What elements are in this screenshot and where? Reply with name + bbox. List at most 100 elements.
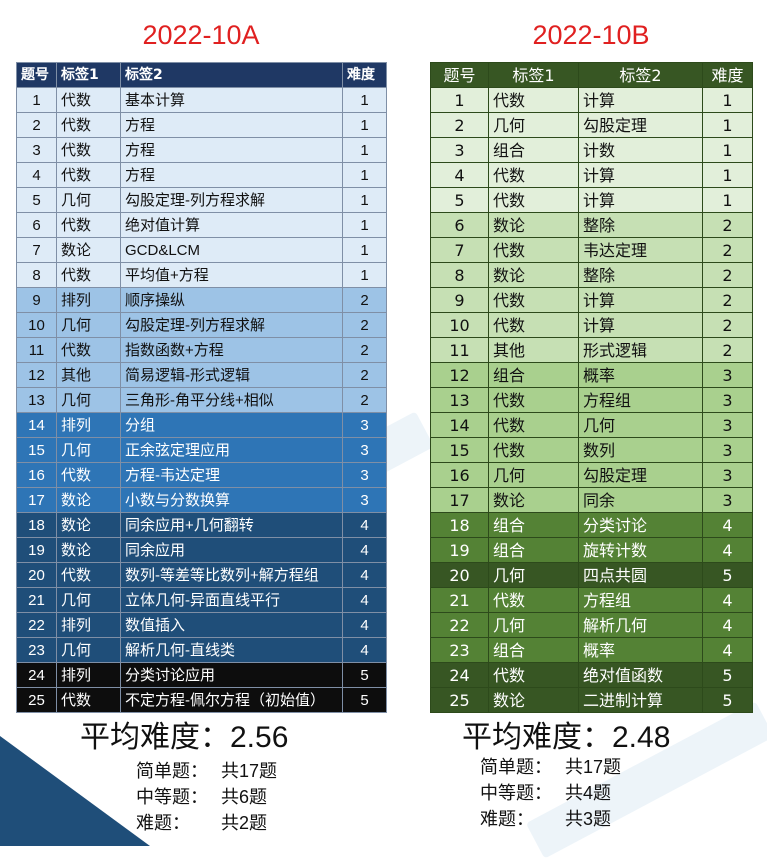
table-row: 5 代数 计算 1	[430, 187, 753, 213]
stat-value: 共2题	[221, 813, 268, 833]
difficulty-cell: 1	[702, 112, 753, 138]
tag1-cell: 数论	[56, 237, 121, 263]
tag2-cell: 同余应用	[120, 537, 343, 563]
tag1-cell: 数论	[488, 687, 579, 713]
tag1-cell: 几何	[56, 312, 121, 338]
table-row: 2 几何 勾股定理 1	[430, 112, 753, 138]
tag2-cell: 旋转计数	[578, 537, 703, 563]
difficulty-cell: 3	[342, 412, 387, 438]
question-number: 13	[16, 387, 57, 413]
tag2-cell: 计算	[578, 162, 703, 188]
table-row: 4 代数 方程 1	[16, 162, 387, 188]
table-row: 11 代数 指数函数+方程 2	[16, 337, 387, 363]
tag1-cell: 几何	[56, 437, 121, 463]
tag2-cell: 概率	[578, 362, 703, 388]
tag1-cell: 代数	[488, 187, 579, 213]
question-number: 19	[16, 537, 57, 563]
question-number: 12	[430, 362, 489, 388]
question-number: 15	[16, 437, 57, 463]
question-number: 9	[430, 287, 489, 313]
header-cell: 标签1	[488, 62, 579, 88]
question-number: 1	[16, 87, 57, 113]
question-number: 18	[430, 512, 489, 538]
difficulty-cell: 4	[342, 562, 387, 588]
difficulty-cell: 5	[342, 662, 387, 688]
tag1-cell: 其他	[56, 362, 121, 388]
table-row: 7 数论 GCD&LCM 1	[16, 237, 387, 263]
tag1-cell: 代数	[488, 662, 579, 688]
tag2-cell: 方程组	[578, 387, 703, 413]
difficulty-cell: 2	[342, 312, 387, 338]
table-row: 6 代数 绝对值计算 1	[16, 212, 387, 238]
tag1-cell: 代数	[56, 112, 121, 138]
tag1-cell: 数论	[488, 487, 579, 513]
question-number: 8	[16, 262, 57, 288]
table-row: 5 几何 勾股定理-列方程求解 1	[16, 187, 387, 213]
question-number: 24	[16, 662, 57, 688]
stat-value: 共3题	[565, 809, 612, 829]
right-average-difficulty: 平均难度：2.48	[462, 721, 671, 754]
header-cell: 难度	[342, 62, 387, 88]
question-number: 24	[430, 662, 489, 688]
tag2-cell: GCD&LCM	[120, 237, 343, 263]
tag2-cell: 解析几何	[578, 612, 703, 638]
tag1-cell: 几何	[56, 587, 121, 613]
stat-label: 简单题：	[136, 761, 208, 781]
tag2-cell: 计算	[578, 312, 703, 338]
difficulty-cell: 1	[342, 187, 387, 213]
tag1-cell: 代数	[56, 262, 121, 288]
difficulty-cell: 3	[342, 437, 387, 463]
tag1-cell: 几何	[488, 462, 579, 488]
tag1-cell: 代数	[488, 287, 579, 313]
table-row: 11 其他 形式逻辑 2	[430, 337, 753, 363]
difficulty-cell: 1	[342, 112, 387, 138]
table-row: 8 数论 整除 2	[430, 262, 753, 288]
left-stats: 简单题： 共17题 中等题： 共6题 难题： 共2题	[136, 758, 277, 836]
header-cell: 题号	[16, 62, 57, 88]
tag1-cell: 排列	[56, 612, 121, 638]
table-row: 22 几何 解析几何 4	[430, 612, 753, 638]
difficulty-cell: 1	[342, 162, 387, 188]
tag1-cell: 代数	[56, 562, 121, 588]
tag2-cell: 立体几何-异面直线平行	[120, 587, 343, 613]
tag2-cell: 三角形-角平分线+相似	[120, 387, 343, 413]
difficulty-cell: 4	[702, 587, 753, 613]
tag2-cell: 勾股定理	[578, 462, 703, 488]
left-title: 2022-10A	[142, 20, 260, 50]
difficulty-cell: 1	[702, 187, 753, 213]
tag2-cell: 方程	[120, 112, 343, 138]
difficulty-cell: 4	[342, 612, 387, 638]
tag1-cell: 排列	[56, 412, 121, 438]
stat-label: 难题：	[480, 809, 534, 829]
difficulty-cell: 2	[702, 237, 753, 263]
table-row: 23 组合 概率 4	[430, 637, 753, 663]
difficulty-cell: 2	[702, 312, 753, 338]
table-row: 7 代数 韦达定理 2	[430, 237, 753, 263]
tag2-cell: 勾股定理-列方程求解	[120, 187, 343, 213]
tag1-cell: 代数	[488, 387, 579, 413]
table-row: 2 代数 方程 1	[16, 112, 387, 138]
tag1-cell: 组合	[488, 512, 579, 538]
table-row: 20 代数 数列-等差等比数列+解方程组 4	[16, 562, 387, 588]
tag2-cell: 整除	[578, 212, 703, 238]
tag2-cell: 方程	[120, 162, 343, 188]
header-cell: 标签1	[56, 62, 121, 88]
right-stats: 简单题： 共17题 中等题： 共4题 难题： 共3题	[480, 754, 621, 832]
question-number: 17	[16, 487, 57, 513]
table-row: 15 几何 正余弦定理应用 3	[16, 437, 387, 463]
difficulty-cell: 4	[702, 612, 753, 638]
question-number: 2	[16, 112, 57, 138]
table-row: 24 代数 绝对值函数 5	[430, 662, 753, 688]
tag2-cell: 同余应用+几何翻转	[120, 512, 343, 538]
difficulty-cell: 3	[702, 362, 753, 388]
tag2-cell: 方程-韦达定理	[120, 462, 343, 488]
question-number: 2	[430, 112, 489, 138]
table-row: 21 代数 方程组 4	[430, 587, 753, 613]
difficulty-cell: 3	[702, 437, 753, 463]
question-number: 12	[16, 362, 57, 388]
tag2-cell: 几何	[578, 412, 703, 438]
tag1-cell: 代数	[488, 237, 579, 263]
tag2-cell: 分类讨论应用	[120, 662, 343, 688]
tag1-cell: 代数	[488, 412, 579, 438]
table-row: 24 排列 分类讨论应用 5	[16, 662, 387, 688]
